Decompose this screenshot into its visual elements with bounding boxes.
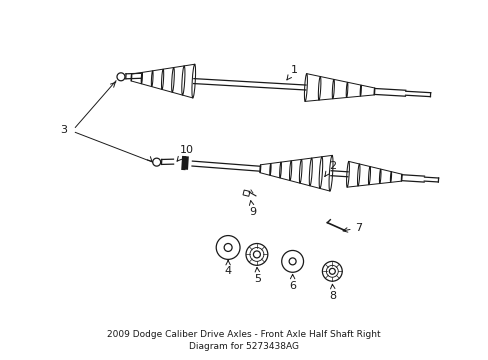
Text: 3: 3 — [60, 125, 67, 135]
Text: 2: 2 — [324, 161, 335, 176]
Text: 9: 9 — [249, 201, 256, 217]
Text: 4: 4 — [224, 260, 231, 276]
Text: 6: 6 — [288, 274, 296, 291]
Text: 2009 Dodge Caliber Drive Axles - Front Axle Half Shaft Right
Diagram for 5273438: 2009 Dodge Caliber Drive Axles - Front A… — [107, 330, 380, 351]
Text: 8: 8 — [329, 284, 336, 301]
Text: 10: 10 — [177, 145, 193, 161]
Text: 5: 5 — [254, 267, 261, 284]
Text: 1: 1 — [286, 65, 298, 80]
Bar — [243, 190, 249, 196]
Text: 7: 7 — [343, 222, 362, 233]
